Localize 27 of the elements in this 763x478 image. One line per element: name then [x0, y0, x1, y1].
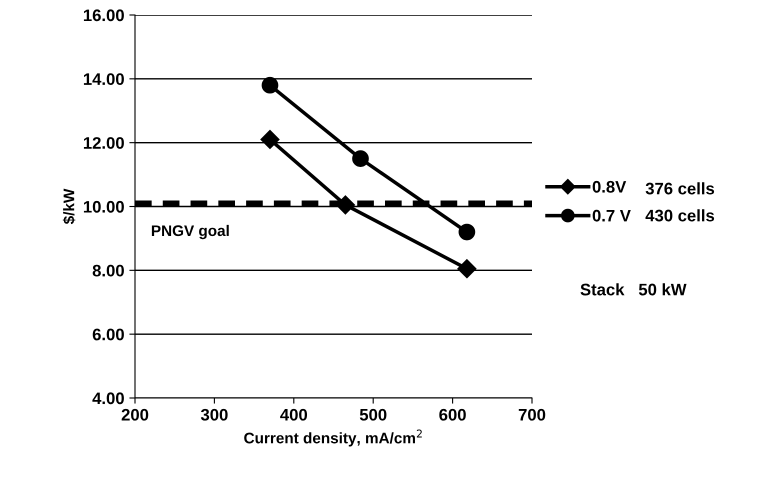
text: 376 cells — [646, 182, 714, 194]
legend-label: 0.7 V — [592, 210, 631, 222]
text: 430 cells — [646, 209, 714, 222]
x-tick-label: 300 — [200, 408, 228, 421]
x-axis-title: Current density, mA/cm$^{2}$ — [244, 430, 422, 446]
y-tick-label: 8.00 — [92, 264, 124, 277]
x-tick-label: 200 — [122, 408, 148, 421]
text: Stack 50 kW — [580, 283, 687, 296]
ref-line-label: PNGV goal — [152, 224, 229, 240]
x-tick-label: 600 — [439, 408, 466, 421]
legend-label: 0.8V — [592, 180, 626, 193]
y-tick-label: 4.00 — [92, 392, 124, 404]
y-tick-label: 16.00 — [84, 9, 124, 22]
point — [352, 150, 369, 167]
y-tick-label: 6.00 — [92, 328, 124, 340]
x-tick-label: 400 — [280, 408, 308, 421]
y-axis-title: $/kW — [62, 188, 76, 224]
point — [458, 224, 476, 240]
y-tick-label: 12.00 — [84, 137, 124, 149]
point — [260, 130, 280, 150]
point — [262, 76, 278, 94]
x-tick-label: 700 — [518, 408, 546, 421]
y-tick-label: 10.00 — [84, 200, 124, 213]
x-tick-label: 500 — [360, 408, 386, 421]
point — [457, 259, 476, 278]
y-tick-label: 14.00 — [84, 73, 124, 86]
point — [336, 195, 355, 214]
